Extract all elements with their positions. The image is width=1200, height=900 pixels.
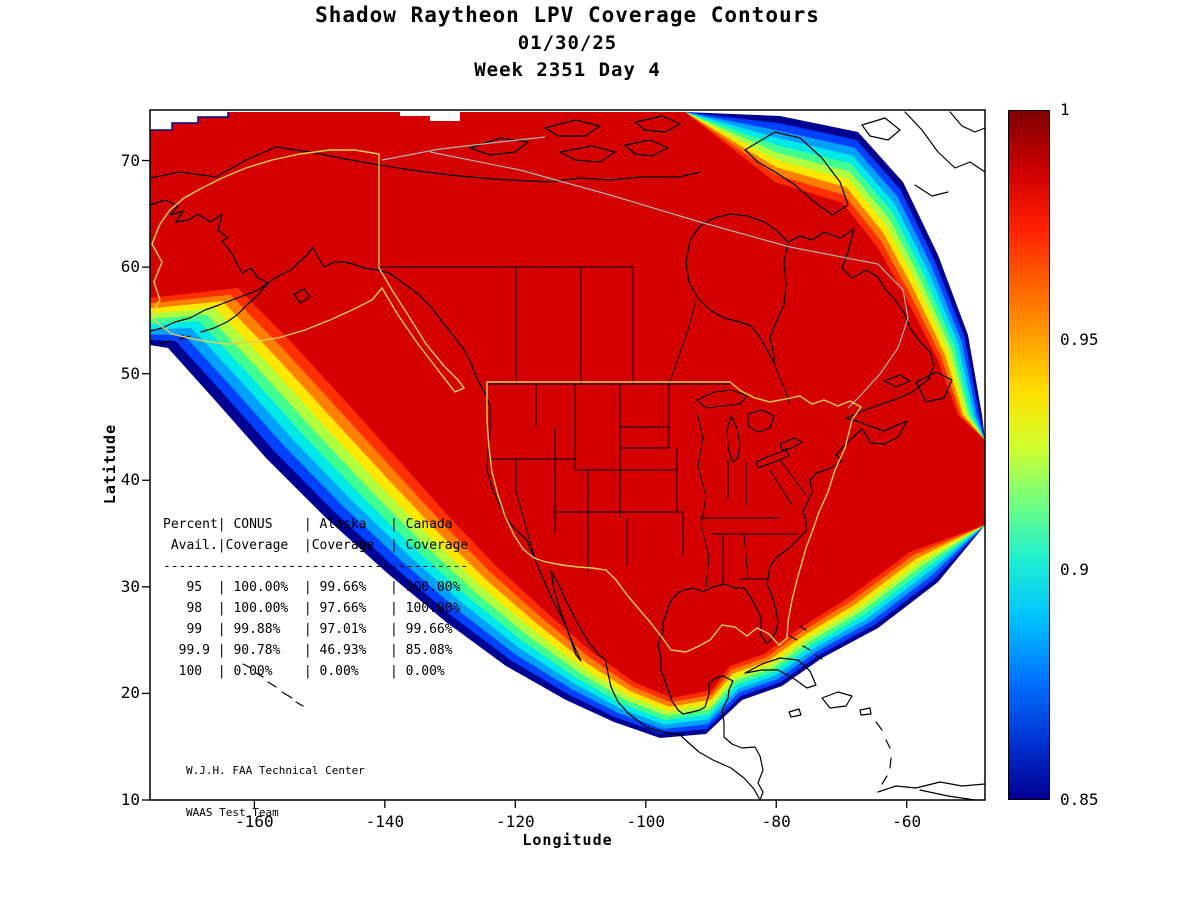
coverage-table-line: 99.9 | 90.78% | 46.93% | 85.08% bbox=[163, 643, 453, 658]
chart-week-day: Week 2351 Day 4 bbox=[474, 59, 661, 81]
newfoundland bbox=[915, 371, 953, 403]
coverage-table-line: 98 | 100.00% | 97.66% | 100.00% bbox=[163, 601, 461, 616]
x-tick-label: -140 bbox=[365, 812, 405, 831]
cuba bbox=[744, 657, 817, 689]
gulf-atlantic-coast bbox=[657, 428, 863, 800]
hudson-bay bbox=[685, 213, 789, 364]
province-line bbox=[379, 266, 791, 405]
puerto-rico bbox=[859, 707, 872, 716]
colorbar bbox=[1008, 110, 1050, 800]
footer-line2: WAAS Test Team bbox=[186, 806, 279, 819]
plot-border bbox=[149, 109, 986, 801]
y-tick-label: 50 bbox=[120, 363, 140, 383]
axis-tick-marks bbox=[142, 159, 908, 808]
lake-michigan bbox=[726, 414, 741, 463]
canada-boundary-line bbox=[381, 136, 546, 161]
y-tick-label: 70 bbox=[120, 150, 140, 170]
arctic-island bbox=[469, 137, 529, 156]
arctic-island bbox=[544, 119, 601, 137]
x-tick-label: -160 bbox=[235, 812, 274, 831]
alaska-south-coast bbox=[267, 246, 390, 284]
grid-step-artifact bbox=[400, 112, 460, 121]
title-block: Shadow Raytheon LPV Coverage Contours 01… bbox=[150, 0, 985, 81]
coastlines bbox=[150, 111, 985, 800]
pacific-coast bbox=[388, 272, 761, 800]
contour-interior bbox=[150, 112, 985, 698]
south-america-coast bbox=[877, 781, 985, 800]
grid-step-edge bbox=[150, 112, 229, 131]
coverage-table-line: --------------------------------------- bbox=[163, 559, 469, 574]
x-tick-label: -120 bbox=[496, 812, 535, 831]
lake-superior bbox=[696, 389, 748, 409]
anticosti-island bbox=[883, 374, 911, 388]
y-axis-label: Latitude bbox=[101, 423, 119, 505]
canada-boundary-line bbox=[429, 151, 909, 409]
footer-note: W.J.H. FAA Technical Center WAAS Test Te… bbox=[186, 736, 365, 848]
lake-huron bbox=[747, 409, 775, 433]
coverage-table-line: Avail.|Coverage |Coverage | Coverage bbox=[163, 538, 469, 553]
lake-erie bbox=[755, 449, 790, 469]
arctic-island bbox=[634, 115, 681, 133]
coverage-table-line: Percent| CONUS | Alaska | Canada bbox=[163, 517, 453, 532]
x-tick-label: -80 bbox=[761, 812, 791, 831]
labrador-coast bbox=[787, 228, 935, 379]
y-tick-label: 10 bbox=[120, 790, 140, 809]
plot-frame bbox=[142, 109, 986, 808]
lake-ontario bbox=[779, 437, 804, 451]
arctic-coast bbox=[150, 146, 701, 183]
jamaica bbox=[788, 708, 802, 718]
colorbar-tick-label: 0.9 bbox=[1060, 560, 1089, 579]
coverage-contours bbox=[150, 112, 985, 738]
coverage-table-line: 95 | 100.00% | 99.66% | 100.00% bbox=[163, 580, 461, 595]
service-area-boundaries bbox=[150, 149, 863, 653]
availability-table: Percent| CONUS | Alaska | Canada Avail.|… bbox=[163, 514, 468, 682]
mississippi-river bbox=[696, 411, 710, 588]
canada-service-boundary bbox=[381, 136, 909, 409]
y-tick-label: 40 bbox=[120, 470, 140, 490]
x-tick-label: -100 bbox=[626, 812, 666, 831]
y-tick-label: 20 bbox=[120, 683, 140, 703]
x-tick-label: -60 bbox=[892, 812, 922, 831]
colorbar-tick-label: 0.95 bbox=[1060, 330, 1099, 349]
lesser-antilles bbox=[875, 721, 892, 785]
arctic-island bbox=[624, 139, 669, 157]
state-line bbox=[700, 459, 807, 583]
x-axis-label: Longitude bbox=[522, 831, 613, 849]
kodiak-island bbox=[293, 288, 311, 304]
alaska-west-coast bbox=[150, 199, 269, 332]
great-lakes bbox=[696, 389, 804, 469]
colorbar-tick-label: 0.85 bbox=[1060, 790, 1099, 809]
arctic-island bbox=[559, 145, 616, 163]
chart-date: 01/30/25 bbox=[517, 32, 618, 54]
footer-line1: W.J.H. FAA Technical Center bbox=[186, 764, 365, 777]
baffin-island bbox=[744, 131, 849, 216]
colorbar-tick-label: 1 bbox=[1060, 100, 1070, 119]
coverage-table-line: 100 | 0.00% | 0.00% | 0.00% bbox=[163, 664, 445, 679]
y-tick-label: 60 bbox=[120, 257, 140, 277]
chart-title: Shadow Raytheon LPV Coverage Contours bbox=[315, 3, 820, 27]
y-tick-label: 30 bbox=[120, 576, 140, 596]
bahamas bbox=[789, 625, 823, 660]
arctic-island bbox=[861, 117, 901, 141]
hawaii-islands bbox=[242, 663, 304, 707]
greenland-coast bbox=[904, 111, 985, 197]
state-line bbox=[488, 384, 684, 573]
conus-service-boundary bbox=[486, 381, 863, 653]
coverage-table-line: 99 | 99.88% | 97.01% | 99.66% bbox=[163, 622, 453, 637]
hispaniola bbox=[821, 691, 853, 709]
alaska-service-boundary bbox=[150, 149, 466, 393]
stlawrence-novascotia bbox=[845, 377, 931, 445]
